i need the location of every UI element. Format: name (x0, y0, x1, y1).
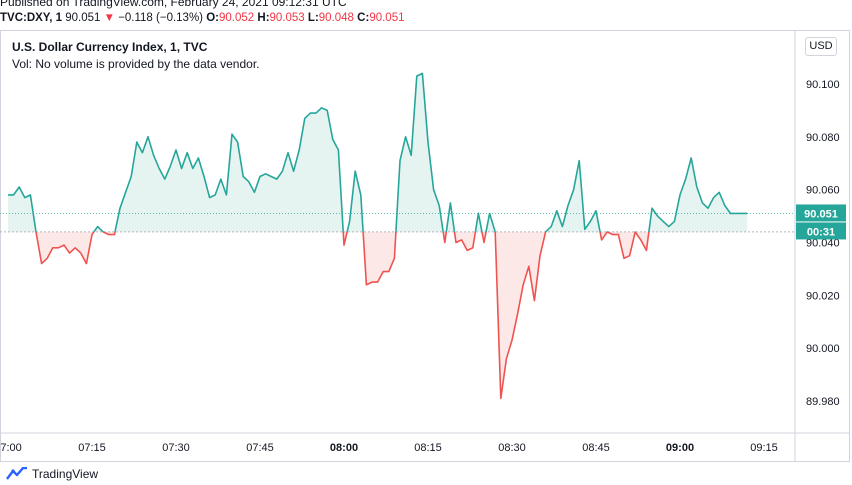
y-tick-label: 89.980 (806, 396, 840, 408)
brand-label: TradingView (32, 467, 99, 481)
x-tick-label: 07:45 (246, 442, 274, 454)
open-value: 90.052 (219, 12, 255, 24)
ohlc-line: TVC:DXY, 1 90.051 ▼ −0.118 (−0.13%) O:90… (0, 12, 405, 24)
y-tick-label: 90.040 (806, 238, 840, 250)
published-line: Published on TradingView.com, February 2… (0, 0, 347, 9)
series-line-below (35, 231, 650, 400)
chart-frame (0, 30, 850, 462)
y-tick-label: 90.060 (806, 185, 840, 197)
x-tick-label: 08:15 (414, 442, 442, 454)
down-arrow-icon: ▼ (103, 12, 115, 24)
x-tick-label: 09:00 (666, 442, 694, 454)
last-price: 90.051 (65, 12, 101, 24)
x-tick-label: 08:00 (330, 442, 358, 454)
countdown-value: 00:31 (807, 226, 835, 238)
x-tick-label: 08:30 (498, 442, 526, 454)
y-tick-label: 90.020 (806, 290, 840, 302)
x-tick-label: 07:00 (0, 442, 22, 454)
close-value: 90.051 (369, 12, 405, 24)
change-value: −0.118 (−0.13%) (118, 12, 204, 24)
area-fill-below-baseline (36, 231, 649, 399)
countdown-box (796, 222, 846, 240)
low-value: 90.048 (318, 12, 354, 24)
price-tag-box (796, 204, 846, 222)
price-tag-value: 90.051 (804, 208, 838, 220)
y-tick-label: 90.000 (806, 343, 840, 355)
x-tick-label: 08:45 (582, 442, 610, 454)
volume-note: Vol: No volume is provided by the data v… (12, 57, 260, 71)
symbol-label: TVC:DXY, 1 (0, 12, 62, 24)
currency-button[interactable]: USD (805, 37, 837, 56)
high-label: H: (257, 12, 270, 24)
x-tick-label: 07:15 (78, 442, 106, 454)
x-tick-label: 09:15 (750, 442, 778, 454)
tradingview-logo-icon (6, 467, 27, 480)
x-tick-label: 07:30 (162, 442, 190, 454)
y-tick-label: 90.100 (806, 79, 840, 91)
chart-title: U.S. Dollar Currency Index, 1, TVC (12, 40, 208, 54)
footer-brand[interactable]: TradingView (6, 467, 98, 481)
series-line-above (8, 72, 748, 232)
open-label: O: (206, 12, 219, 24)
high-value: 90.053 (269, 12, 305, 24)
price-tag: 90.051 00:31 (796, 204, 846, 240)
area-fill-above-baseline (8, 73, 748, 232)
close-label: C: (357, 12, 370, 24)
y-tick-label: 90.080 (806, 132, 840, 144)
low-label: L: (307, 12, 319, 24)
